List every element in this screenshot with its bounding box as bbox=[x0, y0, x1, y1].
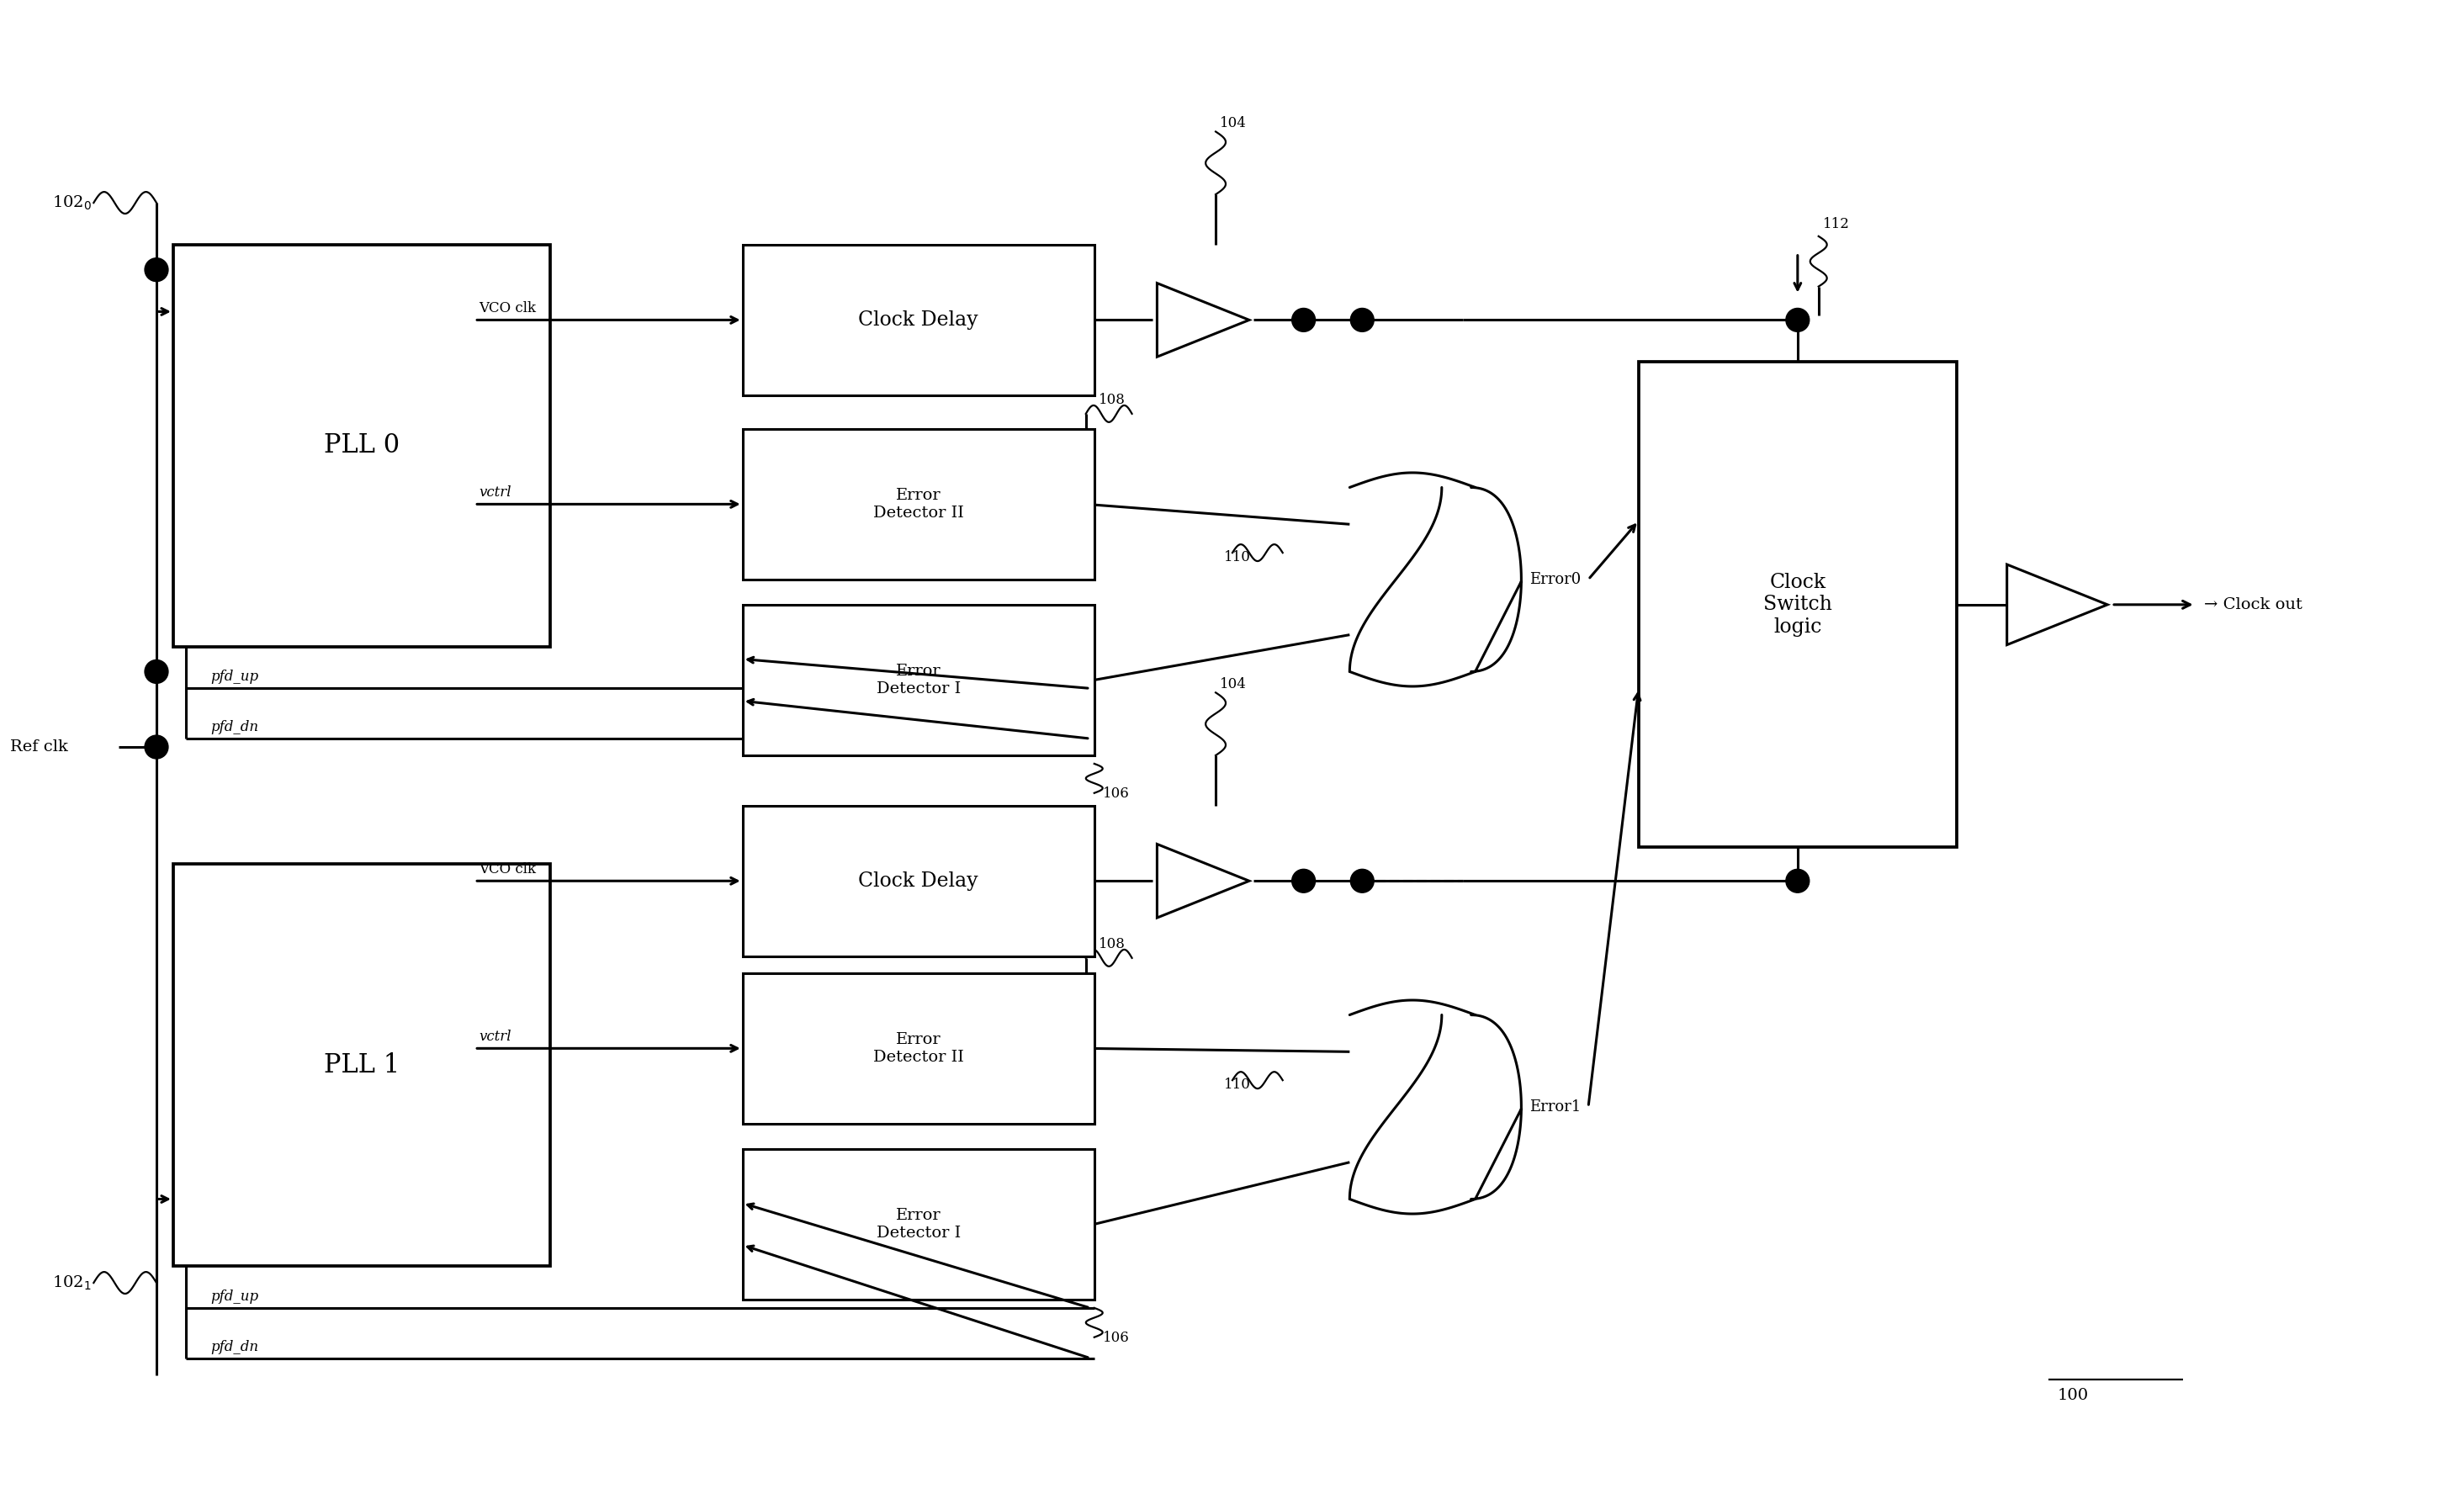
FancyBboxPatch shape bbox=[742, 973, 1094, 1123]
FancyBboxPatch shape bbox=[742, 245, 1094, 396]
FancyBboxPatch shape bbox=[172, 865, 549, 1266]
Text: 104: 104 bbox=[1220, 116, 1247, 131]
Text: pfd_dn: pfd_dn bbox=[212, 720, 259, 734]
Circle shape bbox=[145, 259, 168, 281]
FancyBboxPatch shape bbox=[742, 806, 1094, 957]
Text: Clock
Switch
logic: Clock Switch logic bbox=[1764, 573, 1833, 636]
Circle shape bbox=[1786, 869, 1809, 893]
Text: Error0: Error0 bbox=[1530, 572, 1582, 587]
Text: pfd_up: pfd_up bbox=[212, 1289, 259, 1304]
Text: Error
Detector II: Error Detector II bbox=[872, 487, 963, 520]
FancyBboxPatch shape bbox=[742, 429, 1094, 579]
Circle shape bbox=[1350, 869, 1375, 893]
Text: → Clock out: → Clock out bbox=[2203, 597, 2301, 612]
Text: Error
Detector I: Error Detector I bbox=[877, 1208, 961, 1241]
Text: PLL 0: PLL 0 bbox=[323, 433, 399, 459]
Text: 104: 104 bbox=[1220, 677, 1247, 692]
Text: Error
Detector I: Error Detector I bbox=[877, 663, 961, 696]
Text: Clock Delay: Clock Delay bbox=[857, 871, 978, 890]
Text: VCO clk: VCO clk bbox=[478, 301, 537, 316]
Text: 106: 106 bbox=[1101, 787, 1129, 800]
Circle shape bbox=[145, 735, 168, 758]
Circle shape bbox=[145, 660, 168, 683]
Text: Error1: Error1 bbox=[1530, 1099, 1582, 1114]
Text: VCO clk: VCO clk bbox=[478, 862, 537, 877]
Text: vctrl: vctrl bbox=[478, 1030, 513, 1044]
Circle shape bbox=[1786, 308, 1809, 332]
Circle shape bbox=[1291, 869, 1316, 893]
Text: 102$_1$: 102$_1$ bbox=[52, 1274, 91, 1292]
Text: Clock Delay: Clock Delay bbox=[857, 310, 978, 329]
Text: 110: 110 bbox=[1225, 550, 1252, 564]
Circle shape bbox=[1350, 308, 1375, 332]
Text: vctrl: vctrl bbox=[478, 486, 513, 499]
FancyBboxPatch shape bbox=[742, 1149, 1094, 1299]
Text: PLL 1: PLL 1 bbox=[323, 1053, 399, 1078]
Text: 110: 110 bbox=[1225, 1078, 1252, 1092]
Text: 112: 112 bbox=[1823, 217, 1850, 232]
Text: Ref clk: Ref clk bbox=[10, 740, 69, 755]
Text: 108: 108 bbox=[1099, 937, 1126, 951]
Circle shape bbox=[1291, 308, 1316, 332]
Text: pfd_up: pfd_up bbox=[212, 669, 259, 684]
Text: 100: 100 bbox=[2057, 1388, 2089, 1403]
Text: 102$_0$: 102$_0$ bbox=[52, 194, 91, 212]
FancyBboxPatch shape bbox=[172, 245, 549, 647]
Text: pfd_dn: pfd_dn bbox=[212, 1340, 259, 1354]
FancyBboxPatch shape bbox=[742, 605, 1094, 755]
Text: Error
Detector II: Error Detector II bbox=[872, 1032, 963, 1065]
FancyBboxPatch shape bbox=[1639, 362, 1956, 847]
Text: 108: 108 bbox=[1099, 393, 1126, 408]
Text: 106: 106 bbox=[1101, 1331, 1129, 1345]
